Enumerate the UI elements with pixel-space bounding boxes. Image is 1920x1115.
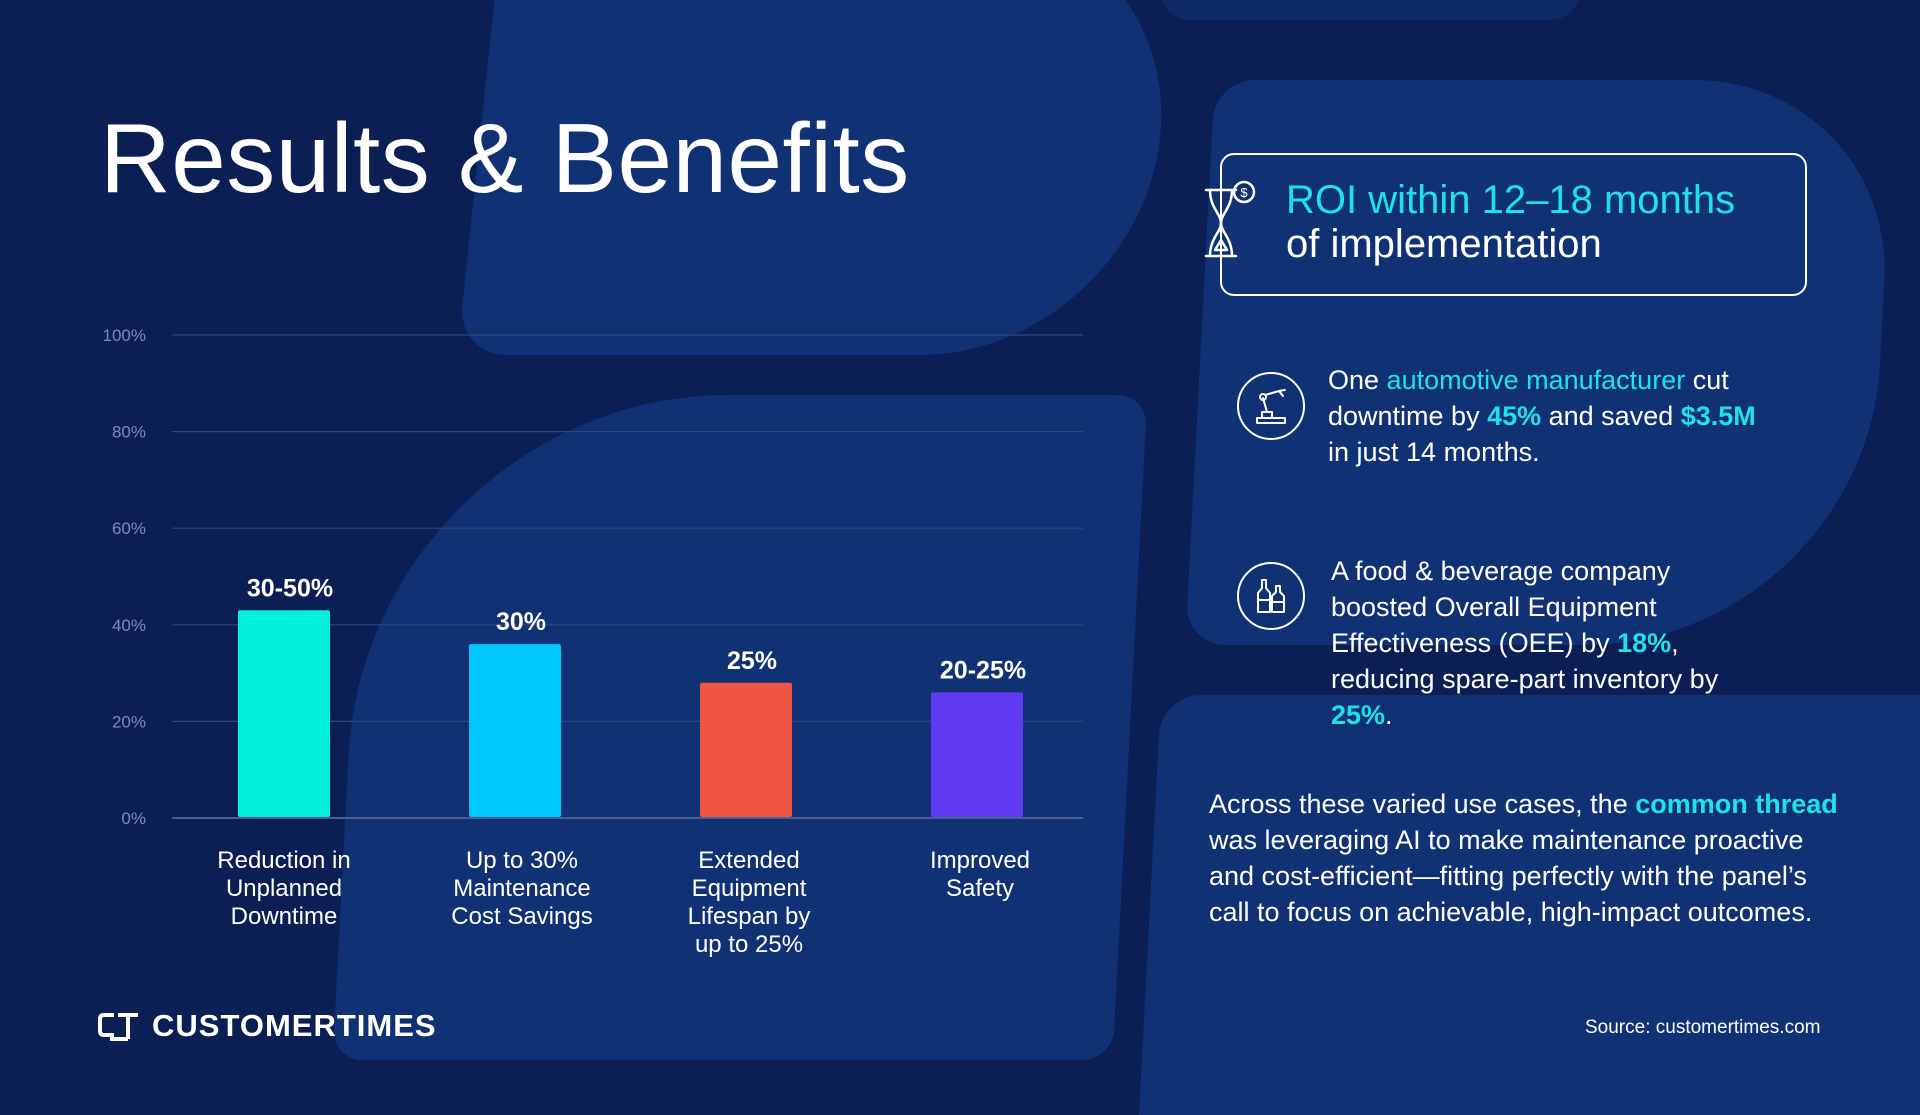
case2-highlight-inventory: 25% [1331,700,1386,730]
x-category-label-line: Lifespan by [688,903,811,930]
y-tick-label: 20% [112,712,146,731]
source-credit: Source: customertimes.com [1585,1017,1821,1038]
case1-text-part: and saved [1541,401,1681,431]
x-category-label-line: Maintenance [453,875,590,902]
y-tick-label: 40% [112,616,146,635]
x-category-label: Improved Safety [930,847,1030,902]
bar-chart: 0% 20% 40% 60% 80% 100% 30-50% Reduction in Unpl… [103,326,1083,958]
data-label: 30% [496,608,546,636]
bar [469,644,561,817]
case1-text-part: in just 14 months. [1328,437,1540,467]
robotic-arm-icon [1237,372,1305,440]
case2-text-part: A food & beverage company boosted Overal… [1331,556,1671,658]
case1-text-part: One [1328,365,1387,395]
case1-highlight-company: automotive manufacturer [1386,365,1686,395]
x-category-label-line: Up to 30% [466,847,578,874]
summary-paragraph: Across these varied use cases, the commo… [1209,786,1849,930]
roi-subline: of implementation [1286,222,1602,266]
summary-text-part: Across these varied use cases, the [1209,789,1636,819]
data-label: 20-25% [940,656,1026,684]
x-category-label-line: Cost Savings [451,903,592,930]
x-category-label-line: Safety [946,875,1014,902]
y-tick-label: 80% [112,423,146,442]
svg-text:$: $ [1240,185,1248,200]
x-category-label-line: Downtime [231,903,338,930]
case-study-automotive: One automotive manufacturer cut downtime… [1328,362,1768,470]
x-category-label-line: Extended [698,847,799,874]
summary-text-part: was leveraging AI to make maintenance pr… [1209,825,1813,927]
brand-logo: CUSTOMERTIMES [98,1008,437,1044]
roi-headline: ROI within 12–18 months [1286,178,1736,222]
x-category-label-line: Improved [930,847,1030,874]
case-study-food-beverage: A food & beverage company boosted Overal… [1331,553,1771,733]
case1-highlight-downtime: 45% [1487,401,1542,431]
x-category-label: Extended Equipment Lifespan by up to 25% [688,847,811,958]
bar [700,682,792,817]
ct-logo-icon [98,1013,138,1041]
case2-text-part: . [1385,700,1393,730]
x-category-label: Reduction in Unplanned Downtime [217,847,350,930]
case2-text-part: , reducing spare-part inventory by [1331,628,1719,694]
summary-highlight: common thread [1635,789,1838,819]
page-title: Results & Benefits [100,103,910,213]
case2-highlight-oee: 18% [1617,628,1672,658]
x-category-label-line: Unplanned [226,875,342,902]
bg-shape-top-strip [1160,0,1580,20]
bar [238,610,330,817]
data-label: 30-50% [247,574,333,602]
brand-name: CUSTOMERTIMES [152,1008,437,1043]
x-category-label: Up to 30% Maintenance Cost Savings [451,847,592,930]
data-label: 25% [727,647,777,675]
y-tick-label: 0% [121,809,146,828]
bottles-icon [1237,562,1305,630]
x-category-label-line: Equipment [692,875,807,902]
case1-highlight-savings: $3.5M [1680,401,1756,431]
y-tick-label: 60% [112,519,146,538]
x-category-label-line: Reduction in [217,847,350,874]
y-tick-label: 100% [103,326,146,345]
hourglass-dollar-icon: $ [1204,180,1256,258]
case1-text-part: cut downtime by [1328,365,1729,431]
bar [931,692,1023,817]
x-category-label-line: up to 25% [695,931,803,958]
